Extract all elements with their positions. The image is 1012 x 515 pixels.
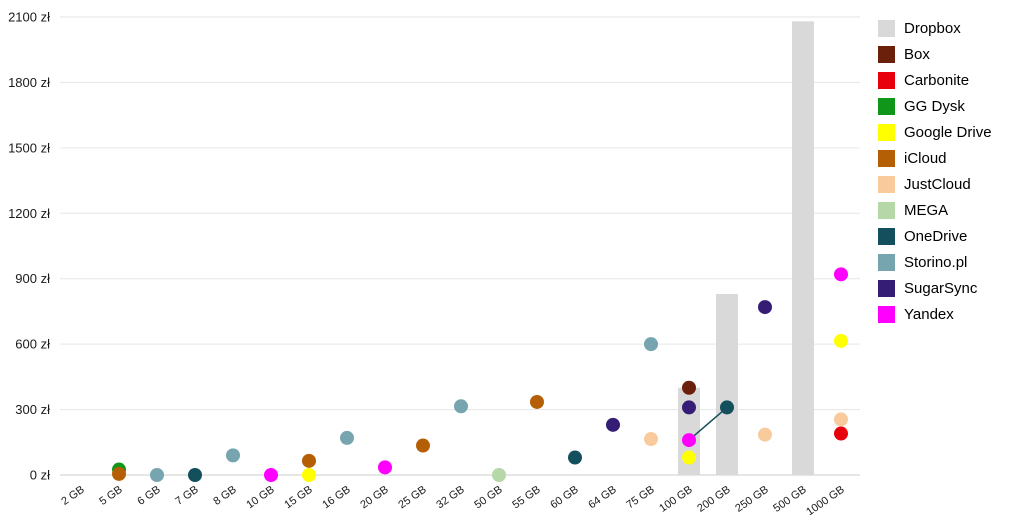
x-axis-label: 25 GB — [396, 484, 428, 512]
connector-line — [688, 406, 728, 441]
x-axis-label: 7 GB — [173, 484, 200, 508]
x-axis-label: 100 GB — [657, 484, 694, 515]
y-axis-label: 1200 zł — [8, 206, 50, 221]
x-axis-label: 20 GB — [358, 484, 390, 512]
point-storino-pl-6-gb[interactable] — [150, 468, 164, 482]
point-yandex-100-gb[interactable] — [682, 433, 696, 448]
legend-item-justcloud: JustCloud — [878, 176, 992, 193]
legend-label-dropbox: Dropbox — [904, 20, 961, 37]
x-axis-label: 8 GB — [211, 484, 238, 508]
x-axis-label: 10 GB — [244, 484, 276, 512]
x-axis-label: 15 GB — [282, 484, 314, 512]
point-google-drive-100-gb[interactable] — [682, 450, 696, 465]
legend-swatch-box — [878, 46, 895, 63]
bar-dropbox-200-gb[interactable] — [716, 293, 738, 475]
legend-label-mega: MEGA — [904, 202, 949, 219]
point-onedrive-200-gb[interactable] — [720, 400, 734, 415]
x-axis-label: 200 GB — [695, 484, 732, 515]
legend-swatch-sugarsync — [878, 280, 895, 297]
x-axis-label: 5 GB — [97, 484, 124, 508]
x-axis-label: 55 GB — [510, 484, 542, 512]
point-mega-50-gb[interactable] — [492, 468, 506, 482]
point-justcloud-250-gb[interactable] — [758, 427, 772, 442]
legend-item-storino-pl: Storino.pl — [878, 254, 992, 271]
point-onedrive-60-gb[interactable] — [568, 450, 582, 465]
legend-swatch-google-drive — [878, 124, 895, 141]
legend-label-yandex: Yandex — [904, 306, 954, 323]
legend-swatch-carbonite — [878, 72, 895, 89]
point-storino-pl-16-gb[interactable] — [340, 430, 354, 445]
point-carbonite-1000-gb[interactable] — [834, 426, 848, 441]
point-onedrive-7-gb[interactable] — [188, 468, 202, 482]
y-axis-label: 0 zł — [30, 468, 50, 483]
legend-label-justcloud: JustCloud — [904, 176, 971, 193]
legend-item-gg-dysk: GG Dysk — [878, 98, 992, 115]
point-yandex-10-gb[interactable] — [264, 468, 278, 482]
x-axis-label: 16 GB — [320, 484, 352, 512]
legend-item-google-drive: Google Drive — [878, 124, 992, 141]
legend-swatch-storino-pl — [878, 254, 895, 271]
legend-label-icloud: iCloud — [904, 150, 947, 167]
x-axis-label: 250 GB — [733, 484, 770, 515]
legend-label-box: Box — [904, 46, 930, 63]
point-yandex-1000-gb[interactable] — [834, 267, 848, 282]
x-axis-label: 75 GB — [624, 484, 656, 512]
x-axis-label: 2 GB — [59, 484, 86, 508]
point-icloud-55-gb[interactable] — [530, 394, 544, 409]
legend-item-sugarsync: SugarSync — [878, 280, 992, 297]
legend-swatch-mega — [878, 202, 895, 219]
point-storino-pl-32-gb[interactable] — [454, 399, 468, 414]
x-axis-label: 32 GB — [434, 484, 466, 512]
legend-swatch-icloud — [878, 150, 895, 167]
legend: Dropbox Box Carbonite GG Dysk Google Drive iC… — [878, 20, 992, 323]
point-icloud-5-gb[interactable] — [112, 466, 126, 481]
y-axis-label: 1500 zł — [8, 140, 50, 155]
legend-swatch-dropbox — [878, 20, 895, 37]
x-axis-label: 50 GB — [472, 484, 504, 512]
x-axis-label: 60 GB — [548, 484, 580, 512]
legend-label-google-drive: Google Drive — [904, 124, 992, 141]
x-axis-label: 64 GB — [586, 484, 618, 512]
y-axis-label: 300 zł — [15, 402, 50, 417]
legend-item-mega: MEGA — [878, 202, 992, 219]
legend-swatch-onedrive — [878, 228, 895, 245]
legend-label-onedrive: OneDrive — [904, 228, 968, 245]
point-icloud-15-gb[interactable] — [302, 453, 316, 468]
y-axis-label: 900 zł — [15, 271, 50, 286]
point-storino-pl-75-gb[interactable] — [644, 337, 658, 352]
point-justcloud-75-gb[interactable] — [644, 432, 658, 447]
legend-label-carbonite: Carbonite — [904, 72, 970, 89]
y-axis-label: 2100 zł — [8, 10, 50, 25]
y-axis-label: 1800 zł — [8, 75, 50, 90]
legend-label-gg-dysk: GG Dysk — [904, 98, 965, 115]
point-justcloud-1000-gb[interactable] — [834, 412, 848, 427]
legend-item-yandex: Yandex — [878, 306, 992, 323]
point-google-drive-15-gb[interactable] — [302, 468, 316, 482]
legend-swatch-justcloud — [878, 176, 895, 193]
point-sugarsync-64-gb[interactable] — [606, 417, 620, 432]
point-google-drive-1000-gb[interactable] — [834, 333, 848, 348]
point-box-100-gb[interactable] — [682, 380, 696, 395]
point-icloud-25-gb[interactable] — [416, 438, 430, 453]
legend-swatch-yandex — [878, 306, 895, 323]
x-axis-label: 500 GB — [771, 484, 808, 515]
legend-swatch-gg-dysk — [878, 98, 895, 115]
x-axis-label: 6 GB — [135, 484, 162, 508]
legend-item-icloud: iCloud — [878, 150, 992, 167]
legend-item-box: Box — [878, 46, 992, 63]
legend-item-onedrive: OneDrive — [878, 228, 992, 245]
point-sugarsync-100-gb[interactable] — [682, 400, 696, 415]
y-axis-label: 600 zł — [15, 337, 50, 352]
bar-dropbox-500-gb[interactable] — [792, 21, 814, 475]
legend-item-dropbox: Dropbox — [878, 20, 992, 37]
point-yandex-20-gb[interactable] — [378, 460, 392, 475]
point-storino-pl-8-gb[interactable] — [226, 448, 240, 463]
legend-item-carbonite: Carbonite — [878, 72, 992, 89]
legend-label-sugarsync: SugarSync — [904, 280, 978, 297]
point-sugarsync-250-gb[interactable] — [758, 300, 772, 315]
legend-label-storino-pl: Storino.pl — [904, 254, 968, 271]
x-axis-label: 1000 GB — [804, 484, 846, 515]
